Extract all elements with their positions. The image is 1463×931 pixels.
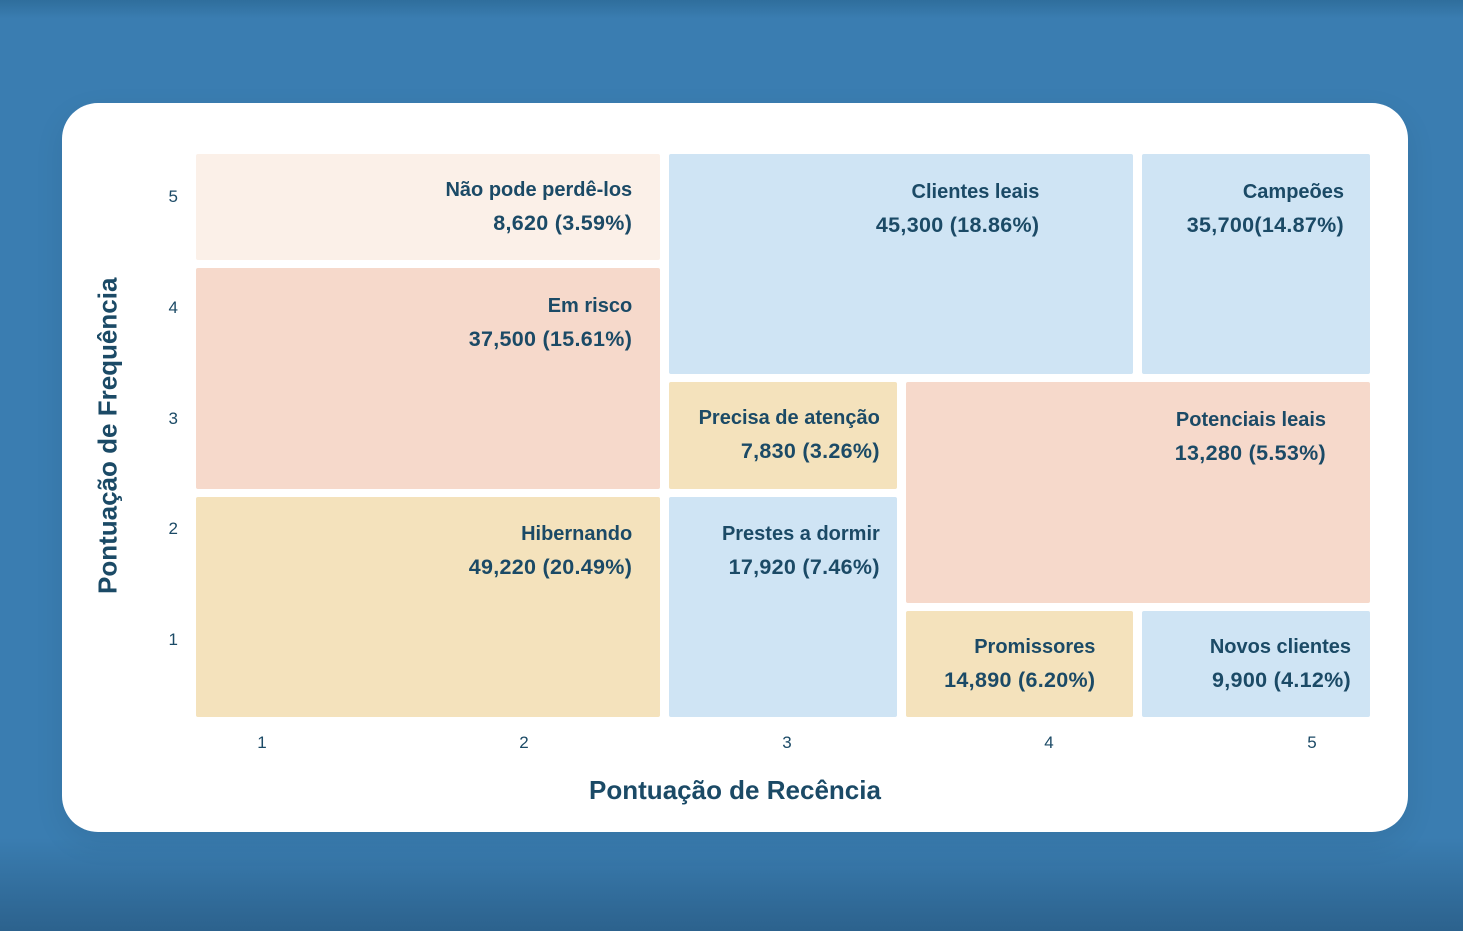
segment-label: Não pode perdê-los (445, 178, 633, 201)
segment-label: Prestes a dormir (721, 523, 880, 546)
segment-text-block: Prestes a dormir 17,920 (7.46%) (669, 497, 897, 607)
segment-value: 13,280 (5.53%) (1174, 441, 1326, 466)
x-tick: 2 (519, 733, 529, 752)
y-tick: 1 (168, 629, 178, 649)
segment-em-risco: Em risco 37,500 (15.61%) (196, 268, 661, 489)
segment-label: Promissores (974, 635, 1096, 658)
x-tick: 3 (782, 733, 792, 752)
x-axis-ticks: 1 2 3 4 5 (196, 733, 1370, 757)
segment-hibernando: Hibernando 49,220 (20.49%) (196, 496, 661, 717)
segment-value: 35,700(14.87%) (1186, 212, 1344, 237)
segment-text-block: Em risco 37,500 (15.61%) (196, 268, 660, 378)
segment-campeoes: Campeões 35,700(14.87%) (1142, 154, 1370, 375)
segment-value: 9,900 (4.12%) (1212, 667, 1351, 692)
segment-label: Precisa de atenção (698, 407, 880, 430)
segment-nao-pode-perde-los: Não pode perdê-los 8,620 (3.59%) (196, 154, 661, 261)
segment-label: Clientes leais (911, 180, 1040, 203)
segment-text-block: Não pode perdê-los 8,620 (3.59%) (196, 154, 660, 260)
segment-text-block: Novos clientes 9,900 (4.12%) (1142, 611, 1370, 717)
chart-card: Pontuação de Frequência Não pode perdê-l… (62, 103, 1408, 832)
y-tick: 2 (168, 519, 178, 538)
segment-label: Novos clientes (1209, 635, 1351, 658)
segment-text-block: Potenciais leais 13,280 (5.53%) (906, 382, 1370, 492)
segment-clientes-leais: Clientes leais 45,300 (18.86%) (669, 154, 1134, 375)
x-tick: 4 (1044, 733, 1054, 752)
segment-precisa-de-atencao: Precisa de atenção 7,830 (3.26%) (669, 382, 897, 489)
segment-value: 14,890 (6.20%) (944, 667, 1096, 692)
y-tick: 4 (168, 297, 178, 317)
segment-value: 37,500 (15.61%) (468, 326, 633, 351)
segment-prestes-a-dormir: Prestes a dormir 17,920 (7.46%) (669, 496, 897, 717)
segment-potenciais-leais: Potenciais leais 13,280 (5.53%) (905, 382, 1370, 603)
rfm-grid: Não pode perdê-los 8,620 (3.59%) Cliente… (196, 154, 1370, 717)
x-tick: 5 (1307, 733, 1317, 752)
segment-value: 17,920 (7.46%) (728, 555, 880, 580)
segment-value: 45,300 (18.86%) (875, 212, 1040, 237)
segment-label: Em risco (547, 294, 633, 317)
x-axis-title: Pontuação de Recência (589, 775, 881, 805)
segment-value: 7,830 (3.26%) (740, 439, 880, 464)
segment-promissores: Promissores 14,890 (6.20%) (905, 610, 1134, 717)
segment-text-block: Precisa de atenção 7,830 (3.26%) (669, 382, 897, 488)
segment-novos-clientes: Novos clientes 9,900 (4.12%) (1142, 610, 1370, 717)
y-tick: 3 (168, 409, 178, 428)
segment-label: Campeões (1242, 180, 1344, 203)
segment-value: 49,220 (20.49%) (468, 555, 633, 580)
segment-label: Potenciais leais (1175, 409, 1326, 432)
segment-text-block: Hibernando 49,220 (20.49%) (196, 497, 660, 607)
segment-text-block: Promissores 14,890 (6.20%) (906, 611, 1134, 717)
segment-value: 8,620 (3.59%) (493, 210, 633, 235)
segment-label: Hibernando (521, 523, 633, 546)
x-tick: 1 (257, 733, 267, 752)
segment-text-block: Campeões 35,700(14.87%) (1142, 154, 1370, 264)
y-tick: 5 (168, 187, 178, 206)
segment-text-block: Clientes leais 45,300 (18.86%) (669, 154, 1133, 264)
y-axis-ticks: 5 4 3 2 1 (62, 154, 178, 717)
